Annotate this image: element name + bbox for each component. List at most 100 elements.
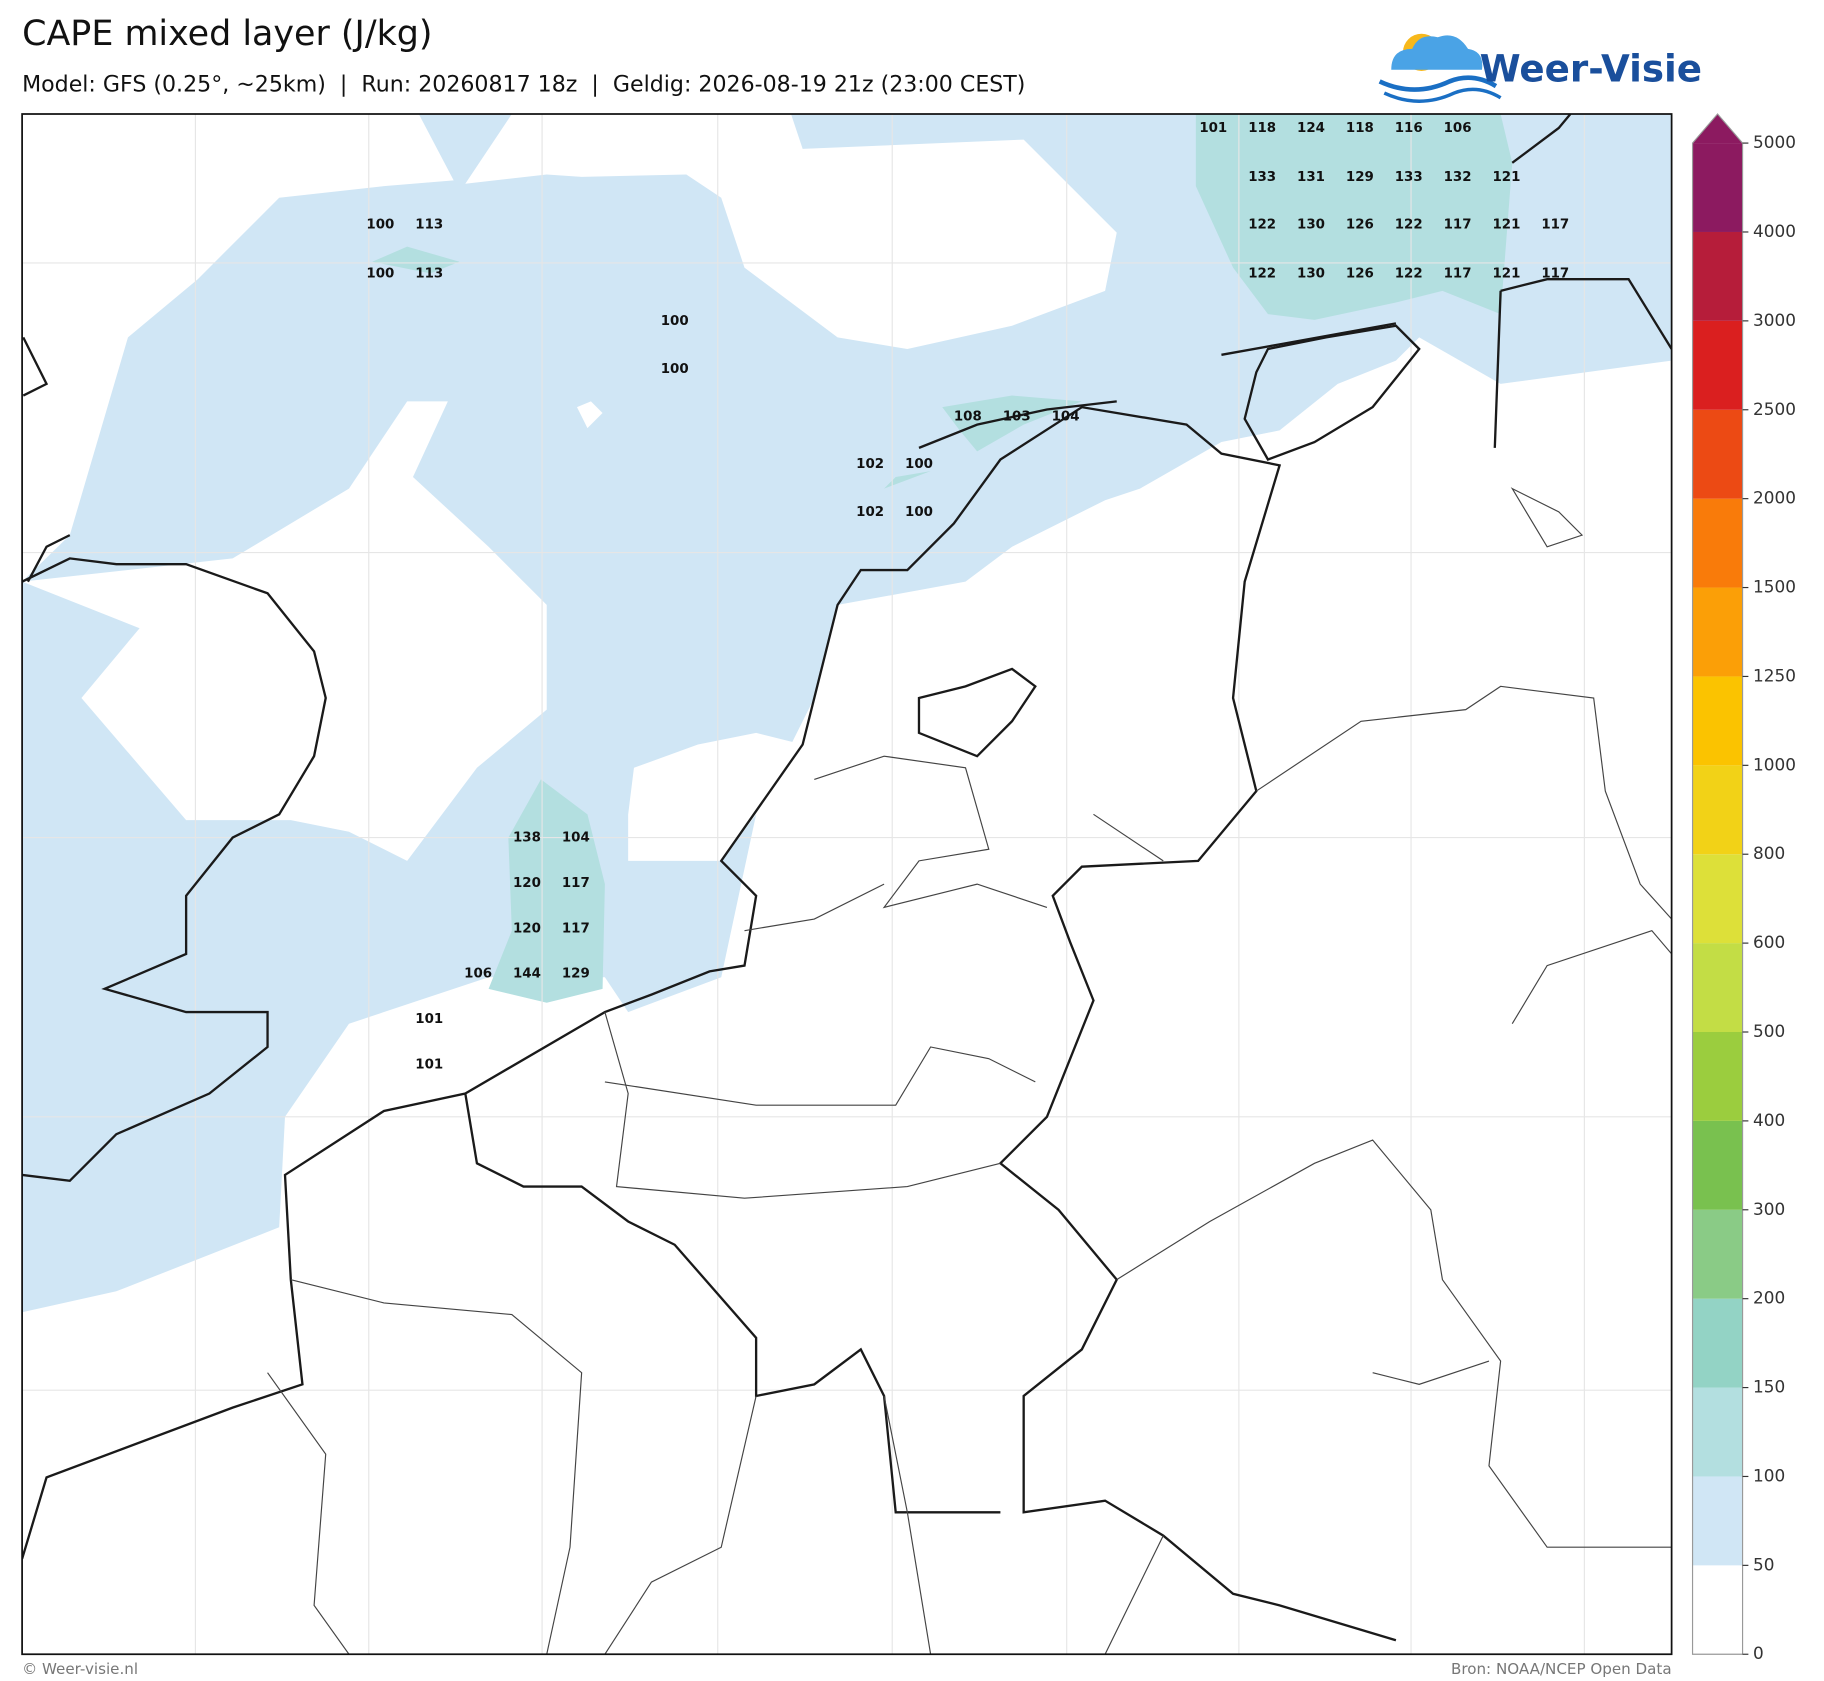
cape-value: 108 xyxy=(954,409,982,424)
cape-value: 126 xyxy=(1346,266,1374,281)
low-cape-area xyxy=(22,114,1672,1655)
cape-value: 113 xyxy=(415,266,443,281)
footer-right: Bron: NOAA/NCEP Open Data xyxy=(1451,1660,1672,1678)
colorbar-band xyxy=(1692,1298,1743,1388)
cape-value: 101 xyxy=(1199,121,1227,136)
cape-value: 129 xyxy=(562,967,590,982)
cape-100-area xyxy=(372,114,1513,1003)
colorbar-tick-label: 100 xyxy=(1753,1465,1785,1485)
colorbar-band xyxy=(1692,1032,1743,1121)
cape-value: 100 xyxy=(366,266,394,281)
cape-value: 100 xyxy=(661,362,689,377)
cape-value: 133 xyxy=(1395,170,1423,185)
colorbar-tick-label: 150 xyxy=(1753,1377,1785,1397)
borders xyxy=(267,487,1672,1655)
cape-value: 130 xyxy=(1297,218,1325,233)
cape-value: 100 xyxy=(366,218,394,233)
colorbar-tick-label: 0 xyxy=(1753,1643,1764,1663)
cape-value: 117 xyxy=(1541,218,1569,233)
colorbar-band xyxy=(1692,498,1743,588)
map-frame xyxy=(21,113,1673,1656)
subtitle: Model: GFS (0.25°, ~25km) | Run: 2026081… xyxy=(22,71,1025,97)
cape-value: 122 xyxy=(1395,218,1423,233)
colorbar-tick-label: 200 xyxy=(1753,1288,1785,1308)
cape-value: 130 xyxy=(1297,266,1325,281)
colorbar-tick-label: 1500 xyxy=(1753,577,1796,597)
cape-value: 121 xyxy=(1492,218,1520,233)
cape-value: 104 xyxy=(1052,409,1080,424)
cape-value: 117 xyxy=(1444,266,1472,281)
cape-value: 124 xyxy=(1297,121,1325,136)
cape-value: 100 xyxy=(905,457,933,472)
colorbar-band xyxy=(1692,587,1743,677)
colorbar-tick-label: 4000 xyxy=(1753,221,1796,241)
map: 101 118 124 118 116 106 133 131 129 133 132 121 122 1… xyxy=(22,114,1672,1655)
cape-value: 106 xyxy=(1444,121,1472,136)
cape-value: 117 xyxy=(562,921,590,936)
colorbar-tick-label: 5000 xyxy=(1753,132,1796,152)
colorbar-tick-label: 400 xyxy=(1753,1110,1785,1130)
colorbar-tick-label: 50 xyxy=(1753,1554,1774,1574)
colorbar-band xyxy=(1692,1565,1743,1655)
colorbar-tick-label: 600 xyxy=(1753,932,1785,952)
cape-value: 117 xyxy=(562,876,590,891)
cape-value: 116 xyxy=(1395,121,1423,136)
cape-value: 121 xyxy=(1492,170,1520,185)
cape-value: 126 xyxy=(1346,218,1374,233)
colorbar-band xyxy=(1692,1387,1743,1477)
cape-value: 120 xyxy=(513,921,541,936)
colorbar-extend xyxy=(1692,114,1743,144)
cape-value: 129 xyxy=(1346,170,1374,185)
colorbar-band xyxy=(1692,1120,1743,1210)
cape-value: 100 xyxy=(661,314,689,329)
cape-value: 117 xyxy=(1444,218,1472,233)
colorbar-band xyxy=(1692,676,1743,766)
colorbar-band xyxy=(1692,1209,1743,1299)
colorbar-tick-label: 3000 xyxy=(1753,310,1796,330)
colorbar-band xyxy=(1692,320,1743,410)
colorbar-band xyxy=(1692,1476,1743,1566)
colorbar-tick-label: 1000 xyxy=(1753,754,1796,774)
grid xyxy=(22,114,1672,1655)
cape-value: 106 xyxy=(464,967,492,982)
cape-value: 120 xyxy=(513,876,541,891)
logo: Weer-Visie xyxy=(1378,33,1702,103)
colorbar-band xyxy=(1692,765,1743,855)
cape-value: 102 xyxy=(856,505,884,520)
colorbar-tick-label: 800 xyxy=(1753,843,1785,863)
cape-value: 122 xyxy=(1248,266,1276,281)
cape-value: 103 xyxy=(1003,409,1031,424)
cape-value: 101 xyxy=(415,1057,443,1072)
colorbar-band xyxy=(1692,409,1743,499)
coastline xyxy=(22,114,1672,1642)
cape-value: 100 xyxy=(905,505,933,520)
cape-value: 121 xyxy=(1492,266,1520,281)
colorbar-band xyxy=(1692,854,1743,944)
colorbar-band xyxy=(1692,943,1743,1033)
cape-value: 122 xyxy=(1395,266,1423,281)
colorbar-band xyxy=(1692,231,1743,321)
cape-value: 138 xyxy=(513,831,541,846)
colorbar-tick-label: 2500 xyxy=(1753,399,1796,419)
cape-value: 133 xyxy=(1248,170,1276,185)
logo-text: Weer-Visie xyxy=(1480,46,1702,90)
cape-value: 118 xyxy=(1248,121,1276,136)
title: CAPE mixed layer (J/kg) xyxy=(22,14,432,54)
cape-value: 102 xyxy=(856,457,884,472)
colorbar-tick-label: 500 xyxy=(1753,1021,1785,1041)
colorbar-tick-label: 300 xyxy=(1753,1199,1785,1219)
cape-value: 132 xyxy=(1444,170,1472,185)
cape-value: 113 xyxy=(415,218,443,233)
colorbar-frame xyxy=(1691,113,1744,1655)
cape-value: 144 xyxy=(513,967,541,982)
footer-left: © Weer-visie.nl xyxy=(22,1660,138,1678)
cape-value: 131 xyxy=(1297,170,1325,185)
colorbar-tick-label: 1250 xyxy=(1753,665,1796,685)
cape-value: 117 xyxy=(1541,266,1569,281)
cape-value: 118 xyxy=(1346,121,1374,136)
colorbar-band xyxy=(1692,143,1743,232)
cape-value: 101 xyxy=(415,1012,443,1027)
cape-value: 104 xyxy=(562,831,590,846)
cape-value: 122 xyxy=(1248,218,1276,233)
